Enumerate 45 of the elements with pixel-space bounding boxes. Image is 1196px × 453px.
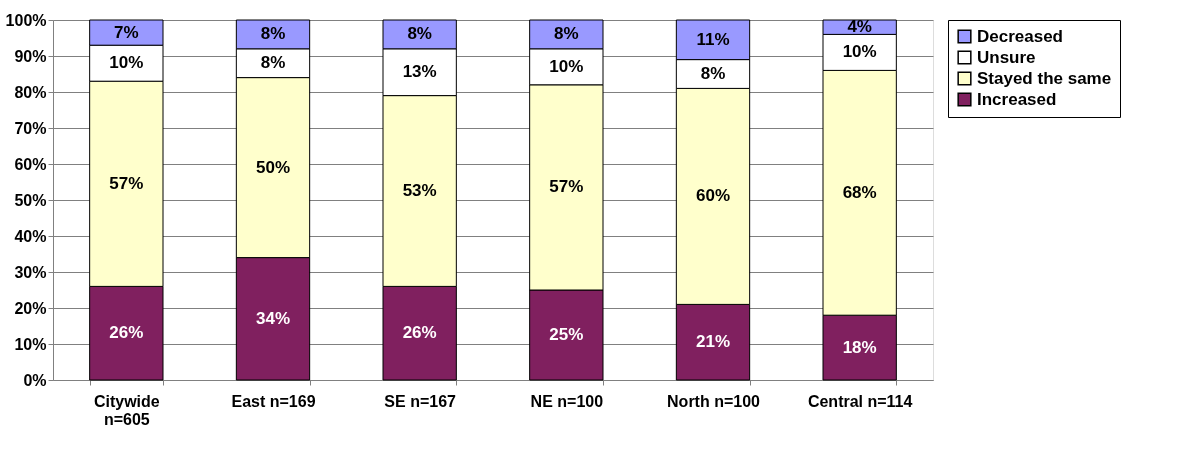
data-label: 57% xyxy=(549,177,584,197)
y-tick-label: 20% xyxy=(14,299,47,317)
data-label: 13% xyxy=(402,62,437,82)
data-label: 8% xyxy=(700,64,726,83)
data-label: 50% xyxy=(255,157,291,177)
data-label: 57% xyxy=(109,173,144,193)
y-tick-label: 90% xyxy=(14,47,47,65)
legend-label: Increased xyxy=(977,89,1057,109)
x-tick-label: SE n=167 xyxy=(384,392,457,410)
data-label: 26% xyxy=(109,323,144,343)
data-label: 60% xyxy=(695,186,731,206)
y-tick-label: 30% xyxy=(14,263,47,281)
y-tick-label: 50% xyxy=(14,191,47,209)
y-tick-label: 70% xyxy=(14,119,47,137)
data-label: 34% xyxy=(255,308,291,328)
x-tick-label: NE n=100 xyxy=(530,392,604,410)
data-label: 8% xyxy=(260,24,286,44)
y-tick-label: 0% xyxy=(23,371,47,389)
data-label: 21% xyxy=(695,332,731,352)
x-tick-label: Central n=114 xyxy=(807,392,913,410)
y-tick-label: 60% xyxy=(14,155,47,173)
x-tick-label: North n=100 xyxy=(667,392,761,410)
data-label: 53% xyxy=(402,181,437,200)
data-label: 18% xyxy=(842,337,877,357)
data-label: 4% xyxy=(847,17,872,37)
data-label: 25% xyxy=(549,325,584,344)
y-tick-label: 40% xyxy=(14,227,47,245)
data-label: 68% xyxy=(842,182,877,202)
data-label: 10% xyxy=(109,53,144,73)
y-tick-label: 10% xyxy=(14,335,47,353)
data-label: 26% xyxy=(402,323,437,343)
x-tick-label: East n=169 xyxy=(231,392,316,410)
x-tick-label: Citywide n=605 xyxy=(93,392,160,428)
y-tick-label: 80% xyxy=(14,83,47,101)
data-label: 11% xyxy=(696,29,730,49)
data-label: 7% xyxy=(114,22,139,42)
y-tick-label: 100% xyxy=(5,11,47,29)
data-label: 8% xyxy=(407,24,432,44)
data-label: 10% xyxy=(549,56,584,76)
data-label: 8% xyxy=(554,24,579,44)
legend-label: Unsure xyxy=(977,47,1036,67)
legend-label: Stayed the same xyxy=(977,68,1112,88)
data-label: 8% xyxy=(260,53,286,73)
legend-label: Decreased xyxy=(977,26,1064,46)
data-label: 10% xyxy=(842,42,877,62)
